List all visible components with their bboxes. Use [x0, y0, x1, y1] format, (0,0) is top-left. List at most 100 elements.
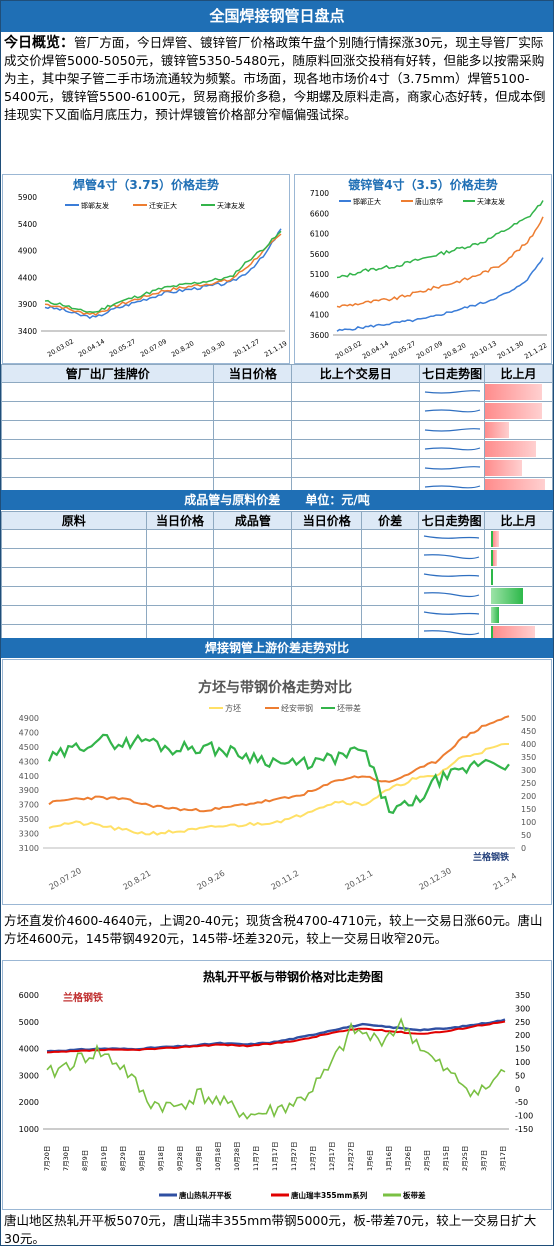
y-tick-label: 3700: [19, 801, 39, 810]
y-tick-label: 5000: [19, 1018, 39, 1027]
raw-price: [145, 605, 215, 625]
chart-title: 焊管4寸（3.75）价格走势: [73, 177, 219, 192]
month-cell: [484, 382, 553, 402]
y2-tick-label: 100: [521, 818, 536, 827]
billet-strip-chart: 方坯与带钢价格走势对比 方坯 经安带钢 坯带差 3100 3300 3500 3700 3900…: [2, 659, 552, 905]
spread-cell: [361, 586, 420, 606]
legend-label: 板带差: [403, 1190, 426, 1200]
summary-text: 管厂方面，今日焊管、镀锌管厂价格政策午盘个别随行情探涨30元，现主导管厂实际成交…: [4, 35, 546, 122]
y-tick-label: 4300: [19, 757, 39, 766]
y-tick-label: 4000: [19, 1045, 39, 1054]
col-header: 原料: [1, 511, 147, 530]
table-row: [0, 382, 553, 402]
product: [213, 529, 293, 549]
y2-tick-label: 350: [515, 991, 530, 1000]
y2-tick-label: 50: [521, 831, 531, 840]
series-line: [48, 743, 509, 836]
x-tick-label: 3月17日: [499, 1146, 507, 1171]
spread-cell: [361, 567, 420, 587]
x-tick-label: 21.3.4: [492, 871, 519, 892]
plate-strip-chart-svg: 热轧开平板与带钢价格对比走势图兰格钢铁100020003000400050006…: [19, 969, 534, 1200]
x-tick-label: 20.9.30: [201, 339, 226, 358]
sparkline-cell: [418, 567, 486, 587]
y-tick-label: 4100: [310, 311, 329, 320]
legend-label: 天津友发: [217, 201, 245, 210]
y-tick-label: 3100: [19, 844, 39, 853]
product-price: [291, 567, 363, 587]
section-upstream-title: 焊接钢管上游价差走势对比: [1, 638, 553, 658]
chart-title: 热轧开平板与带钢价格对比走势图: [203, 969, 383, 984]
x-tick-label: 20.10.13: [469, 339, 498, 360]
y-tick-label: 7100: [310, 189, 329, 198]
x-tick-label: 21.1.22: [523, 341, 548, 360]
month-cell: [484, 529, 553, 549]
x-tick-label: 9月28日: [176, 1146, 184, 1171]
x-tick-label: 2月25日: [461, 1146, 469, 1171]
y-tick-label: 4500: [19, 743, 39, 752]
change-cell: [291, 439, 421, 459]
product-price: [291, 529, 363, 549]
y-tick-label: 3300: [19, 830, 39, 839]
table-row: [1, 548, 553, 568]
y-tick-label: 5900: [18, 193, 37, 202]
sparkline: [425, 447, 481, 451]
section-spread-unit: 单位：元/吨: [305, 493, 370, 507]
y2-tick-label: 450: [521, 727, 536, 736]
y-tick-label: 2000: [19, 1098, 39, 1107]
y2-tick-label: 0: [515, 1085, 520, 1094]
sparkline: [424, 592, 480, 598]
weld-pipe-chart: 焊管4寸（3.75）价格走势 邯郸友发 迁安正大 天津友发 3400 3900 4400 49…: [2, 174, 290, 364]
month-cell: [484, 439, 553, 459]
y-tick-label: 3900: [18, 300, 37, 309]
table-row: [0, 401, 553, 421]
month-value: [487, 589, 511, 603]
x-tick-label: 20.04.14: [361, 339, 390, 360]
series-line: [44, 230, 282, 313]
y2-tick-label: 200: [521, 792, 536, 801]
raw-price: [145, 548, 215, 568]
billet-note: 方坯直发价4600-4640元，上调20-40元；现货含税4700-4710元，…: [4, 913, 543, 946]
x-tick-label: 7月20日: [43, 1146, 51, 1171]
chart-title: 镀锌管4寸（3.5）价格走势: [348, 177, 498, 192]
y-tick-label: 5100: [310, 270, 329, 279]
product: [213, 605, 293, 625]
plate-note: 唐山地区热轧开平板5070元，唐山瑞丰355mm带钢5000元，板-带差70元，…: [4, 1213, 537, 1246]
sparkline-cell: [418, 548, 486, 568]
x-tick-label: 2月15日: [442, 1146, 450, 1171]
month-bar: [485, 441, 537, 457]
legend-label: 邯郸友发: [81, 201, 109, 210]
series-line: [44, 233, 282, 316]
x-tick-label: 20.05.27: [388, 339, 417, 360]
product-price: [291, 586, 363, 606]
plate-strip-chart: 热轧开平板与带钢价格对比走势图 兰格钢铁 1000 2000 3000 4000 5000 6…: [2, 960, 552, 1210]
x-tick-label: 20.8.20: [170, 339, 195, 358]
y2-tick-label: 300: [521, 766, 536, 775]
y-tick-label: 4400: [18, 273, 37, 282]
x-tick-label: 21.1.19: [263, 339, 288, 358]
y-tick-label: 4900: [19, 714, 39, 723]
month-value: [487, 423, 511, 437]
change-cell: [291, 458, 421, 478]
series-line: [48, 715, 510, 813]
x-tick-label: 20.11.2: [270, 869, 301, 892]
month-bar: [485, 422, 510, 438]
col-header: 七日走势图: [419, 364, 486, 383]
factory-table-header: 管厂出厂挂牌价 当日价格 比上个交易日 七日走势图 比上月: [0, 364, 553, 383]
x-tick-label: 20.8.21: [122, 869, 153, 892]
y2-tick-label: 200: [515, 1031, 530, 1040]
y2-tick-label: 250: [515, 1018, 530, 1027]
month-value: [487, 385, 511, 399]
col-header: 成品管: [213, 511, 293, 530]
month-cell: [484, 586, 553, 606]
series-line: [44, 228, 282, 320]
raw-price: [145, 567, 215, 587]
x-tick-label: 12月17日: [328, 1141, 336, 1171]
spread-cell: [361, 548, 420, 568]
legend-label: 方坯: [225, 703, 241, 713]
section-spread-label: 成品管与原料价差: [184, 493, 281, 507]
y2-tick-label: -100: [515, 1112, 533, 1121]
y2-tick-label: 0: [521, 844, 526, 853]
month-cell: [484, 567, 553, 587]
watermark-logo: 兰格钢铁: [473, 851, 509, 863]
x-tick-label: 3月7日: [480, 1150, 488, 1171]
